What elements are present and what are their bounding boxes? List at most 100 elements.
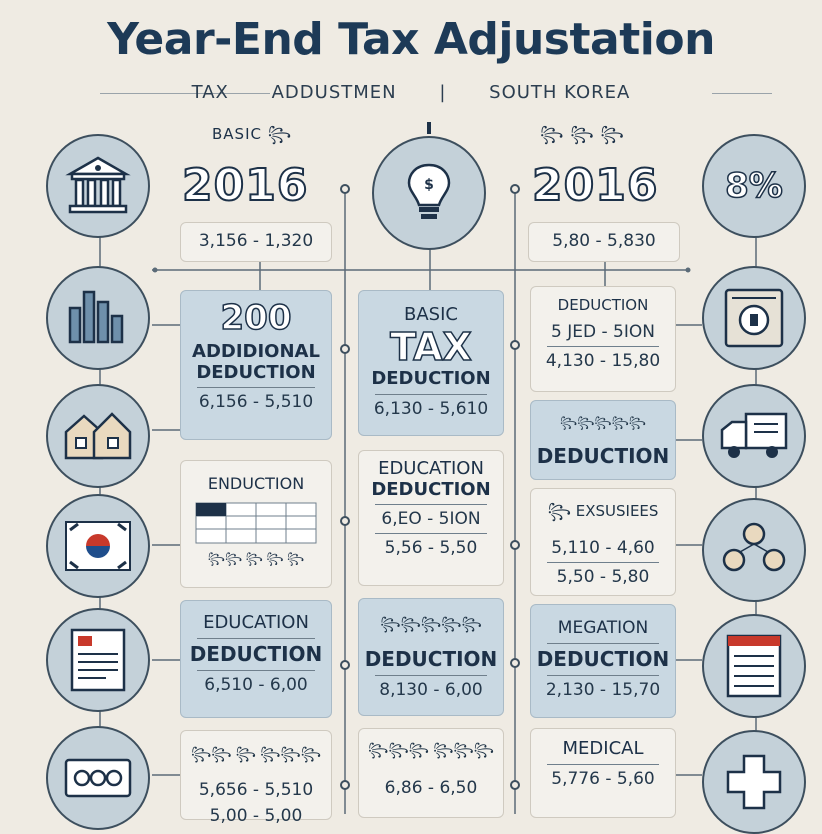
subtitle-separator: | bbox=[439, 82, 447, 103]
top-right-year: 2016 bbox=[531, 159, 659, 212]
connector-dot bbox=[510, 780, 520, 790]
card-divider bbox=[197, 669, 315, 671]
svg-text:$: $ bbox=[424, 177, 434, 193]
top-right-range-card: 5,80 - 5,830 bbox=[528, 222, 680, 262]
card-divider bbox=[547, 642, 659, 644]
education-range-left: 6,510 - 6,00 bbox=[204, 674, 308, 695]
right-deduction-card-2: ꧂꧂꧂꧂꧂ DEDUCTION bbox=[530, 400, 676, 480]
card-divider bbox=[375, 504, 487, 506]
card-divider bbox=[375, 533, 487, 535]
additional-deduction-range: 6,156 - 5,510 bbox=[198, 392, 314, 413]
basic-title: BASIC bbox=[404, 304, 458, 325]
subtitle-adjustment: ADDUSTMEN bbox=[271, 82, 397, 103]
megation-title: MEGATION bbox=[557, 618, 649, 638]
houses-icon bbox=[46, 384, 150, 488]
percent-text: 8% bbox=[724, 165, 783, 207]
education-range2-center: 5,56 - 5,50 bbox=[384, 538, 478, 559]
bottom-center-range: 6,86 - 6,50 bbox=[384, 778, 478, 798]
medical-card: MEDICAL 5,776 - 5,60 bbox=[530, 728, 676, 818]
right-deduction-card: DEDUCTION 5 JED - 5ION 4,130 - 15,80 bbox=[530, 286, 676, 392]
education-range-center: 6,EO - 5ION bbox=[381, 509, 481, 530]
checklist-icon bbox=[702, 614, 806, 718]
subtitle: TAX ADDUSTMEN | SOUTH KOREA bbox=[0, 82, 822, 103]
right-deduction-range: 5 JED - 5ION bbox=[551, 322, 655, 343]
lightbulb-circle: $ bbox=[372, 136, 486, 250]
right-deduction-2-title: DEDUCTION bbox=[536, 444, 670, 468]
deduction-card-center: ꧂꧂꧂꧂꧂ DEDUCTION 8,130 - 6,00 bbox=[358, 598, 504, 716]
top-left-year: 2016 bbox=[181, 159, 309, 212]
exsusiees-range2: 5,50 - 5,80 bbox=[556, 567, 650, 587]
education-deduction-card-center: EDUCATION DEDUCTION 6,EO - 5ION 5,56 - 5… bbox=[358, 450, 504, 586]
basic-tax-deduction-card: BASIC TAX DEDUCTION 6,130 - 5,610 bbox=[358, 290, 504, 436]
top-left-label: BASIC ꧂ bbox=[212, 125, 293, 143]
subtitle-left-divider bbox=[100, 93, 270, 94]
connector-dot bbox=[340, 516, 350, 526]
subtitle-right-divider bbox=[712, 93, 772, 94]
bottom-left-card: ꧂꧂ ꧂ ꧂꧂꧂ 5,656 - 5,510 5,00 - 5,00 bbox=[180, 730, 332, 826]
deduction-card-center-range: 8,130 - 6,00 bbox=[379, 680, 483, 700]
additional-deduction-card: 200 ADDIDIONAL DEDUCTION 6,156 - 5,510 bbox=[180, 290, 332, 440]
connector-dot bbox=[340, 184, 350, 194]
additional-deduction-number: 200 bbox=[220, 298, 292, 339]
bottom-left-range2: 5,00 - 5,00 bbox=[209, 806, 303, 826]
megation-range: 2,130 - 15,70 bbox=[545, 679, 661, 700]
subtitle-country: SOUTH KOREA bbox=[489, 82, 631, 103]
tax-title: TAX bbox=[389, 324, 472, 369]
connector-dot bbox=[340, 344, 350, 354]
card-divider bbox=[547, 346, 659, 348]
card-divider bbox=[547, 562, 659, 563]
lightbulb-ray bbox=[427, 122, 431, 134]
card-divider bbox=[547, 763, 659, 765]
education-title-center: EDUCATION bbox=[378, 458, 484, 479]
deduction-title-center: DEDUCTION bbox=[371, 368, 491, 390]
bottom-center-title: ꧂꧂꧂ ꧂꧂꧂ bbox=[368, 743, 494, 758]
education-title-left: EDUCATION bbox=[203, 612, 309, 633]
right-deduction-title: DEDUCTION bbox=[557, 296, 649, 314]
connector-dot bbox=[340, 660, 350, 670]
right-deduction-2-caption: ꧂꧂꧂꧂꧂ bbox=[560, 416, 646, 429]
deduction-card-center-caption: ꧂꧂꧂꧂꧂ bbox=[380, 617, 482, 632]
connector-dot bbox=[510, 184, 520, 194]
megation-deduction-title: DEDUCTION bbox=[536, 646, 670, 671]
delivery-truck-icon bbox=[702, 384, 806, 488]
top-right-year-card: 2016 bbox=[528, 158, 676, 218]
medical-title: MEDICAL bbox=[562, 738, 644, 759]
top-left-year-card: 2016 bbox=[181, 158, 330, 218]
top-left-range: 3,156 - 1,320 bbox=[198, 231, 314, 251]
enduction-caption: ꧂꧂ ꧂ ꧂ ꧂ bbox=[207, 552, 305, 566]
education-deduction-title-center: DEDUCTION bbox=[371, 478, 491, 500]
percent-icon: 8% bbox=[702, 134, 806, 238]
connector-dot bbox=[510, 540, 520, 550]
enduction-table bbox=[195, 502, 317, 544]
right-deduction-range2: 4,130 - 15,80 bbox=[545, 351, 661, 372]
deduction-title-left: DEDUCTION bbox=[189, 641, 323, 666]
bank-icon bbox=[46, 134, 150, 238]
card-divider bbox=[197, 637, 315, 639]
deduction-card-center-title: DEDUCTION bbox=[364, 647, 498, 671]
top-left-range-card: 3,156 - 1,320 bbox=[180, 222, 332, 262]
connector-dot bbox=[510, 340, 520, 350]
coins-icon bbox=[702, 498, 806, 602]
lightbulb-icon: $ bbox=[407, 163, 451, 219]
additional-deduction-title: ADDIDIONAL DEDUCTION bbox=[192, 341, 320, 383]
bottom-left-range: 5,656 - 5,510 bbox=[198, 780, 314, 800]
enduction-title: ENDUCTION bbox=[207, 474, 305, 493]
medical-cross-icon bbox=[702, 730, 806, 834]
education-deduction-card-left: EDUCATION DEDUCTION 6,510 - 6,00 bbox=[180, 600, 332, 718]
megation-deduction-card: MEGATION DEDUCTION 2,130 - 15,70 bbox=[530, 604, 676, 718]
safe-icon bbox=[702, 266, 806, 370]
card-divider bbox=[547, 674, 659, 676]
korea-flag-icon bbox=[46, 494, 150, 598]
exsusiees-title: ꧂ EXSUSIEES bbox=[547, 502, 659, 520]
enduction-card: ENDUCTION ꧂꧂ ꧂ ꧂ ꧂ bbox=[180, 460, 332, 588]
page-title: Year-End Tax Adjustation bbox=[107, 14, 715, 65]
bar-chart-icon bbox=[46, 266, 150, 370]
top-right-label: ꧂ ꧂ ꧂ bbox=[540, 125, 625, 143]
subtitle-tax: TAX bbox=[191, 82, 229, 103]
card-divider bbox=[197, 387, 315, 389]
connector-dot bbox=[340, 780, 350, 790]
medical-range: 5,776 - 5,60 bbox=[551, 768, 655, 789]
card-divider bbox=[375, 394, 487, 396]
exsusiees-card: ꧂ EXSUSIEES 5,110 - 4,60 5,50 - 5,80 bbox=[530, 488, 676, 596]
top-right-range: 5,80 - 5,830 bbox=[552, 231, 656, 251]
